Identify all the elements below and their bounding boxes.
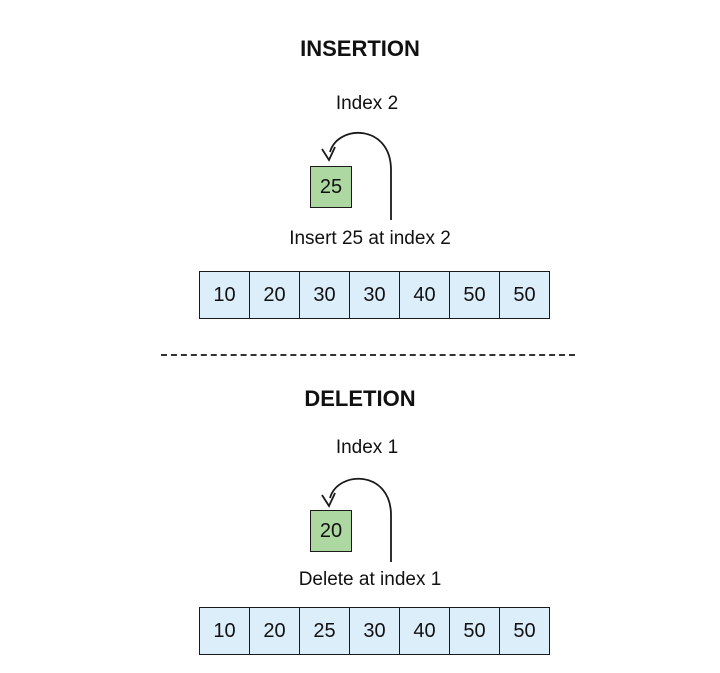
insertion-title: INSERTION [300, 36, 420, 61]
array-cell: 10 [199, 607, 250, 655]
insertion-array: 10 20 30 30 40 50 50 [199, 271, 551, 319]
deletion-index-label: Index 1 [335, 437, 399, 458]
deletion-title: DELETION [304, 386, 416, 411]
array-cell: 30 [349, 271, 400, 319]
array-cell: 50 [499, 607, 550, 655]
deletion-array: 10 20 25 30 40 50 50 [199, 607, 551, 655]
array-cell: 30 [299, 271, 350, 319]
array-cell: 50 [499, 271, 550, 319]
array-cell: 20 [249, 607, 300, 655]
array-cell: 30 [349, 607, 400, 655]
array-cell: 50 [449, 607, 500, 655]
array-cell: 40 [399, 607, 450, 655]
array-cell: 50 [449, 271, 500, 319]
section-divider [161, 354, 575, 356]
array-cell: 20 [249, 271, 300, 319]
array-cell: 40 [399, 271, 450, 319]
insertion-caption: Insert 25 at index 2 [289, 228, 451, 249]
insertion-index-label: Index 2 [335, 93, 399, 114]
deletion-element-box: 20 [310, 510, 352, 552]
insertion-element-box: 25 [310, 166, 352, 208]
array-cell: 10 [199, 271, 250, 319]
deletion-caption: Delete at index 1 [298, 569, 442, 590]
array-cell: 25 [299, 607, 350, 655]
